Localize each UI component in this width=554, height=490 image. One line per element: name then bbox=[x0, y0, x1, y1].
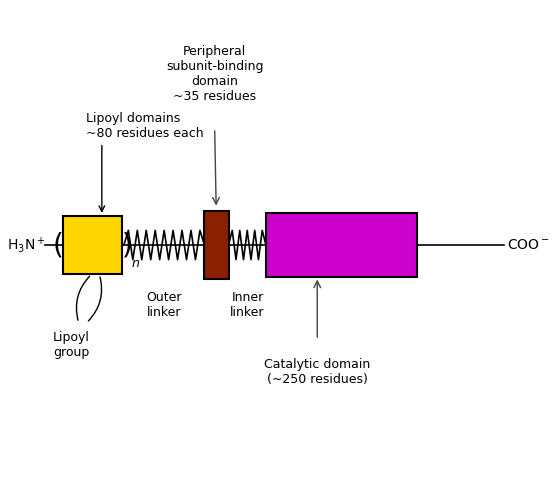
Text: n: n bbox=[131, 257, 139, 270]
Text: Inner
linker: Inner linker bbox=[230, 291, 265, 319]
Bar bbox=[266, 213, 417, 277]
Text: H$_3$N$^+$: H$_3$N$^+$ bbox=[7, 235, 45, 255]
Text: Catalytic domain
(∼250 residues): Catalytic domain (∼250 residues) bbox=[264, 358, 371, 386]
Text: Peripheral
subunit-binding
domain
~35 residues: Peripheral subunit-binding domain ~35 re… bbox=[166, 46, 263, 103]
Bar bbox=[63, 216, 122, 274]
Text: (: ( bbox=[53, 231, 64, 259]
Text: Lipoyl domains
~80 residues each: Lipoyl domains ~80 residues each bbox=[86, 112, 204, 140]
Text: Outer
linker: Outer linker bbox=[146, 291, 182, 319]
Text: COO$^-$: COO$^-$ bbox=[507, 238, 550, 252]
Text: Lipoyl
group: Lipoyl group bbox=[53, 331, 90, 359]
Text: ): ) bbox=[121, 231, 132, 259]
Bar bbox=[204, 211, 228, 279]
